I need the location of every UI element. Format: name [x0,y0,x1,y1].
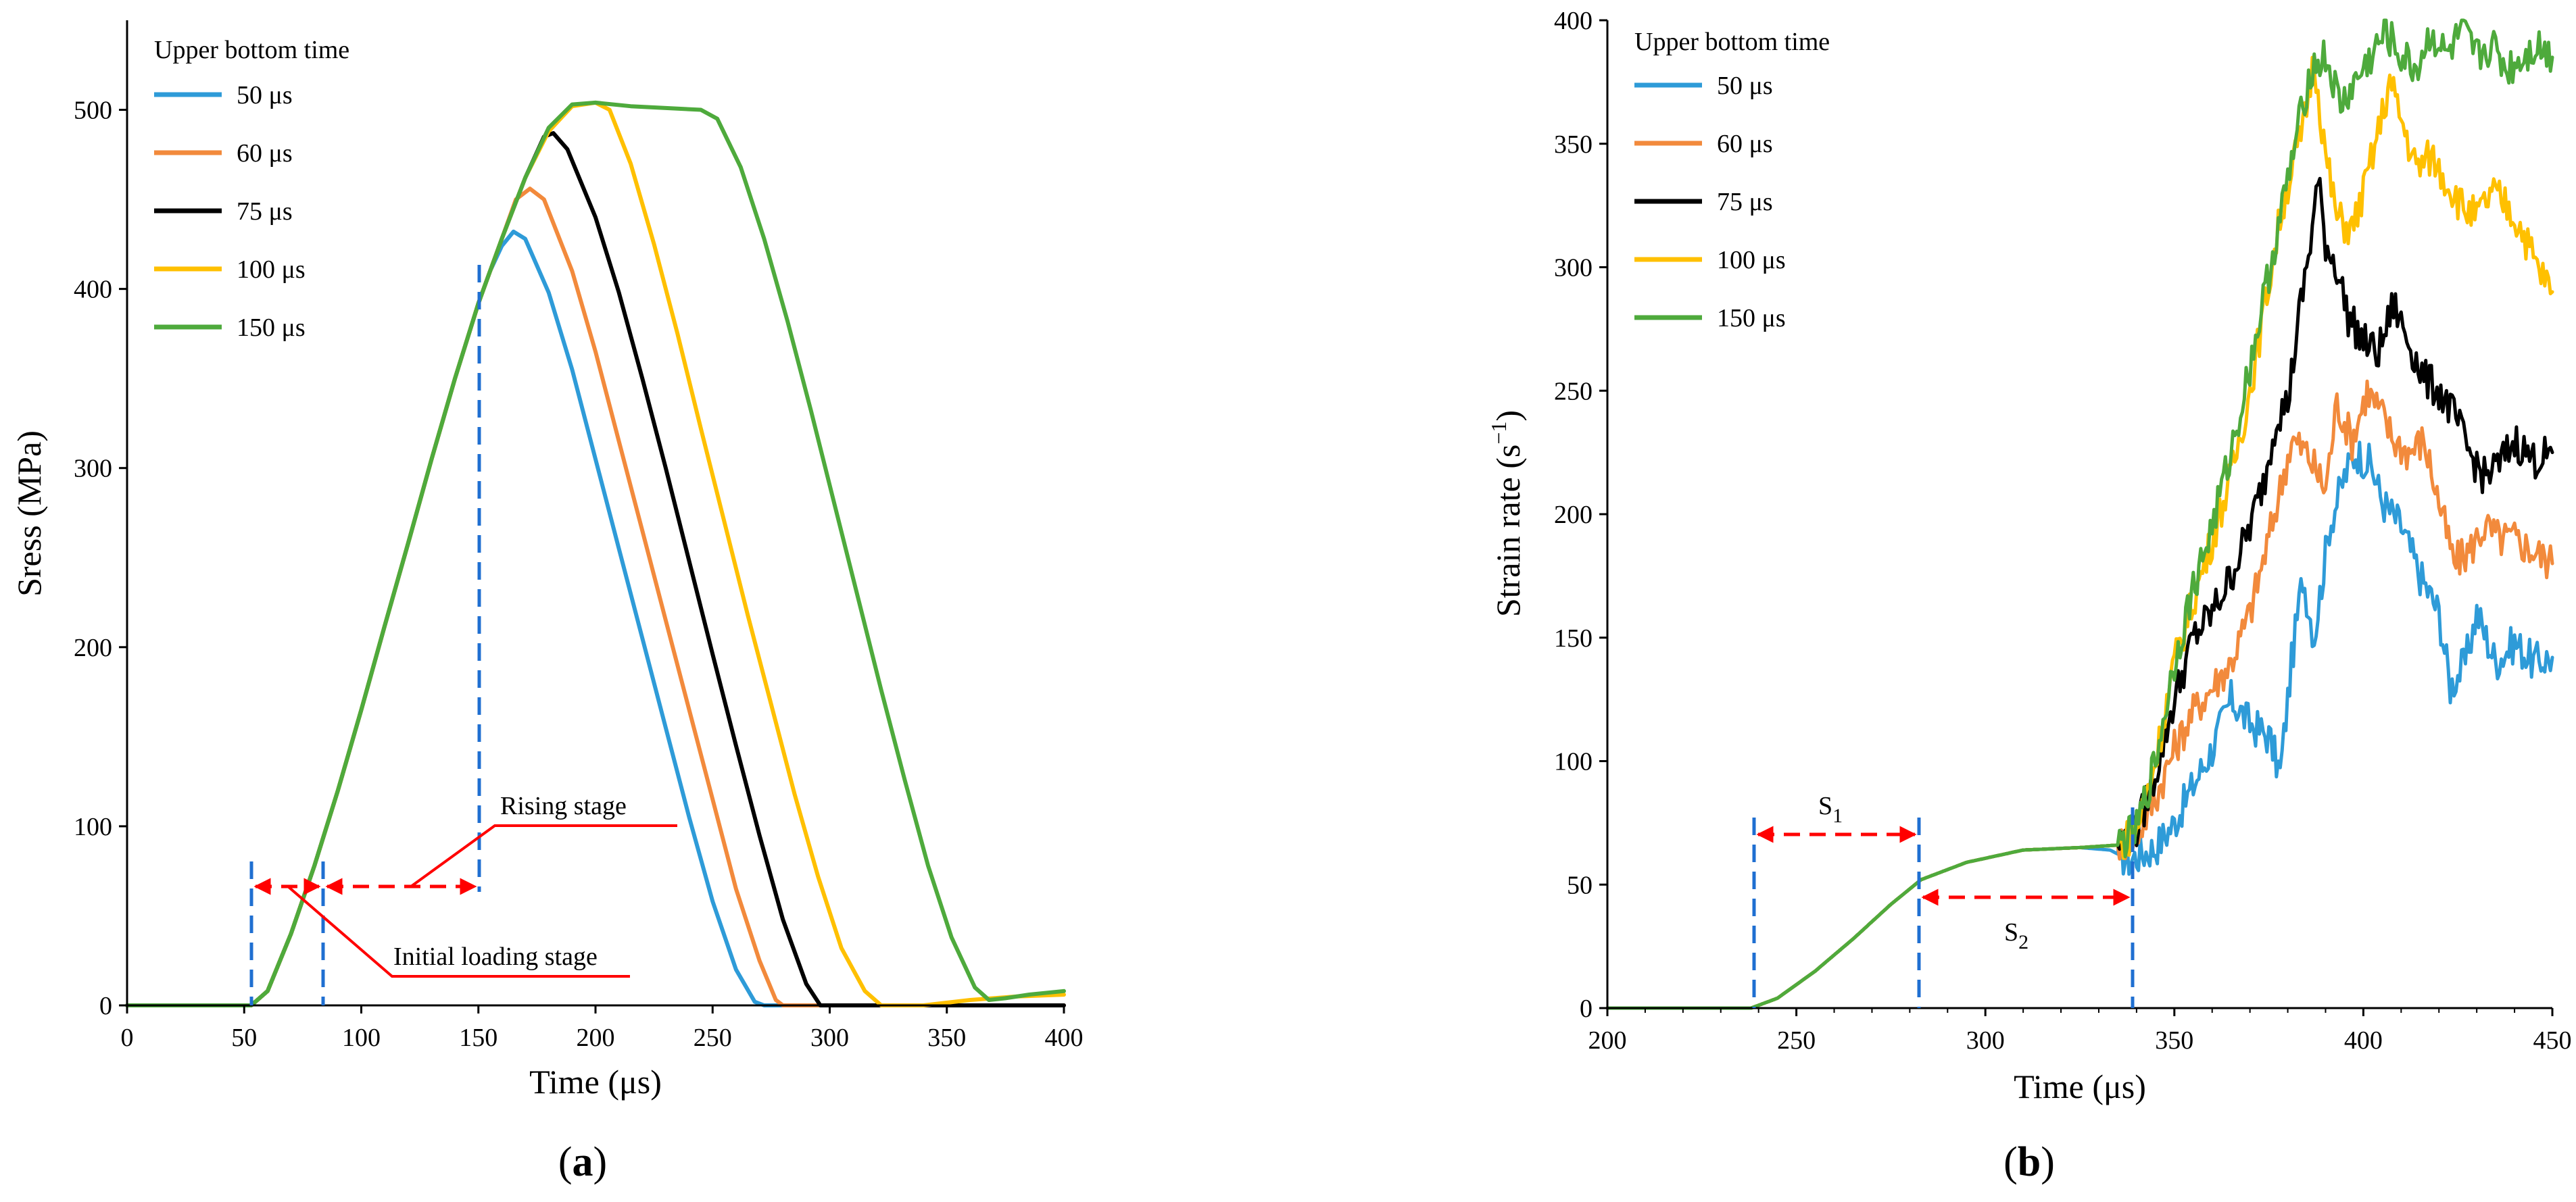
strain-legend-items: 50 μs 60 μs 75 μs 100 μs 150 μs [1634,72,1786,332]
strain-legend: Upper bottom time 50 μs 60 μs 75 μs 100 μs 1… [1634,28,1830,332]
legend-label: 60 μs [237,139,293,168]
strain-rate-series-group [1605,18,2554,1010]
strain-y-label-main: Strain rate (s [1489,445,1527,617]
stress-y-axis-label: Sress (MPa) [10,430,48,597]
strain-y-axis-label: Strain rate (s−1) [1486,410,1527,617]
x-tick-label: 300 [810,1024,849,1052]
x-tick-label: 0 [121,1024,134,1052]
y-tick-label: 150 [1554,624,1593,653]
x-tick-label: 50 [231,1024,257,1052]
strain-legend-title: Upper bottom time [1634,28,1830,56]
y-tick-label: 200 [1554,501,1593,529]
stress-ticks: 0 50 100 150 200 250 300 350 400 0 100 200 300 400 500 [74,97,1084,1052]
series-line-75us [1605,176,2554,1010]
legend-label: 100 μs [237,255,306,284]
strain-y-label-end: ) [1489,410,1527,422]
x-tick-label: 350 [927,1024,966,1052]
label-s1: S1 [1818,792,1843,827]
label-s2: S2 [2004,918,2028,953]
stress-chart: 0 50 100 150 200 250 300 350 400 0 100 200 300 400 500… [10,20,1084,1185]
legend-label: 75 μs [237,197,293,226]
y-tick-label: 300 [1554,254,1593,282]
legend-label: 75 μs [1717,188,1773,216]
stress-legend-title: Upper bottom time [154,36,349,64]
stress-x-axis-label: Time (μs) [529,1063,662,1101]
strain-x-axis-label: Time (μs) [2014,1068,2146,1105]
legend-label: 150 μs [237,314,306,342]
x-tick-label: 400 [2344,1026,2383,1055]
panel-b-label: (b) [2003,1139,2055,1185]
series-line-150us [1605,18,2554,1010]
strain-y-label-sup: −1 [1486,422,1511,445]
x-tick-label: 150 [459,1024,497,1052]
x-tick-label: 200 [577,1024,615,1052]
x-tick-label: 350 [2155,1026,2193,1055]
stress-legend: Upper bottom time 50 μs 60 μs 75 μs 100 μs 1… [154,36,349,342]
y-tick-label: 350 [1554,130,1593,159]
strain-ticks: 200 250 300 350 400 450 0 50 100 150 200 250 300 350 4… [1554,7,2572,1055]
annotation-rising-stage: Rising stage [500,792,627,820]
x-tick-label: 250 [1777,1026,1816,1055]
y-tick-label: 100 [74,813,112,841]
stress-legend-items: 50 μs 60 μs 75 μs 100 μs 150 μs [154,81,306,342]
y-tick-label: 500 [74,97,112,125]
series-line-100us [125,100,1066,1007]
y-tick-label: 50 [1567,871,1593,899]
panel-a-label: (a) [558,1139,607,1185]
leader-rising [410,824,677,888]
series-line-60us [125,186,1066,1007]
y-tick-label: 400 [1554,7,1593,35]
legend-label: 50 μs [1717,72,1773,100]
leader-initial [287,885,630,978]
annotation-initial-loading: Initial loading stage [393,943,598,971]
y-tick-label: 0 [99,992,112,1020]
x-tick-label: 400 [1045,1024,1084,1052]
series-line-60us [1605,379,2554,1010]
x-tick-label: 200 [1588,1026,1627,1055]
series-line-50us [1605,441,2554,1010]
legend-label: 50 μs [237,81,293,109]
y-tick-label: 250 [1554,377,1593,405]
y-tick-label: 100 [1554,748,1593,776]
legend-label: 100 μs [1717,246,1786,274]
y-tick-label: 400 [74,276,112,304]
series-line-150us [125,100,1066,1007]
x-tick-label: 450 [2533,1026,2572,1055]
y-tick-label: 200 [74,634,112,662]
x-tick-label: 100 [342,1024,381,1052]
y-tick-label: 0 [1580,995,1593,1023]
strain-rate-chart: 200 250 300 350 400 450 0 50 100 150 200 250 300 350 4… [1486,7,2572,1185]
legend-label: 60 μs [1717,130,1773,158]
y-tick-label: 300 [74,455,112,483]
x-tick-label: 250 [694,1024,732,1052]
x-tick-label: 300 [1966,1026,2005,1055]
legend-label: 150 μs [1717,304,1786,332]
stress-series-group [125,100,1066,1007]
